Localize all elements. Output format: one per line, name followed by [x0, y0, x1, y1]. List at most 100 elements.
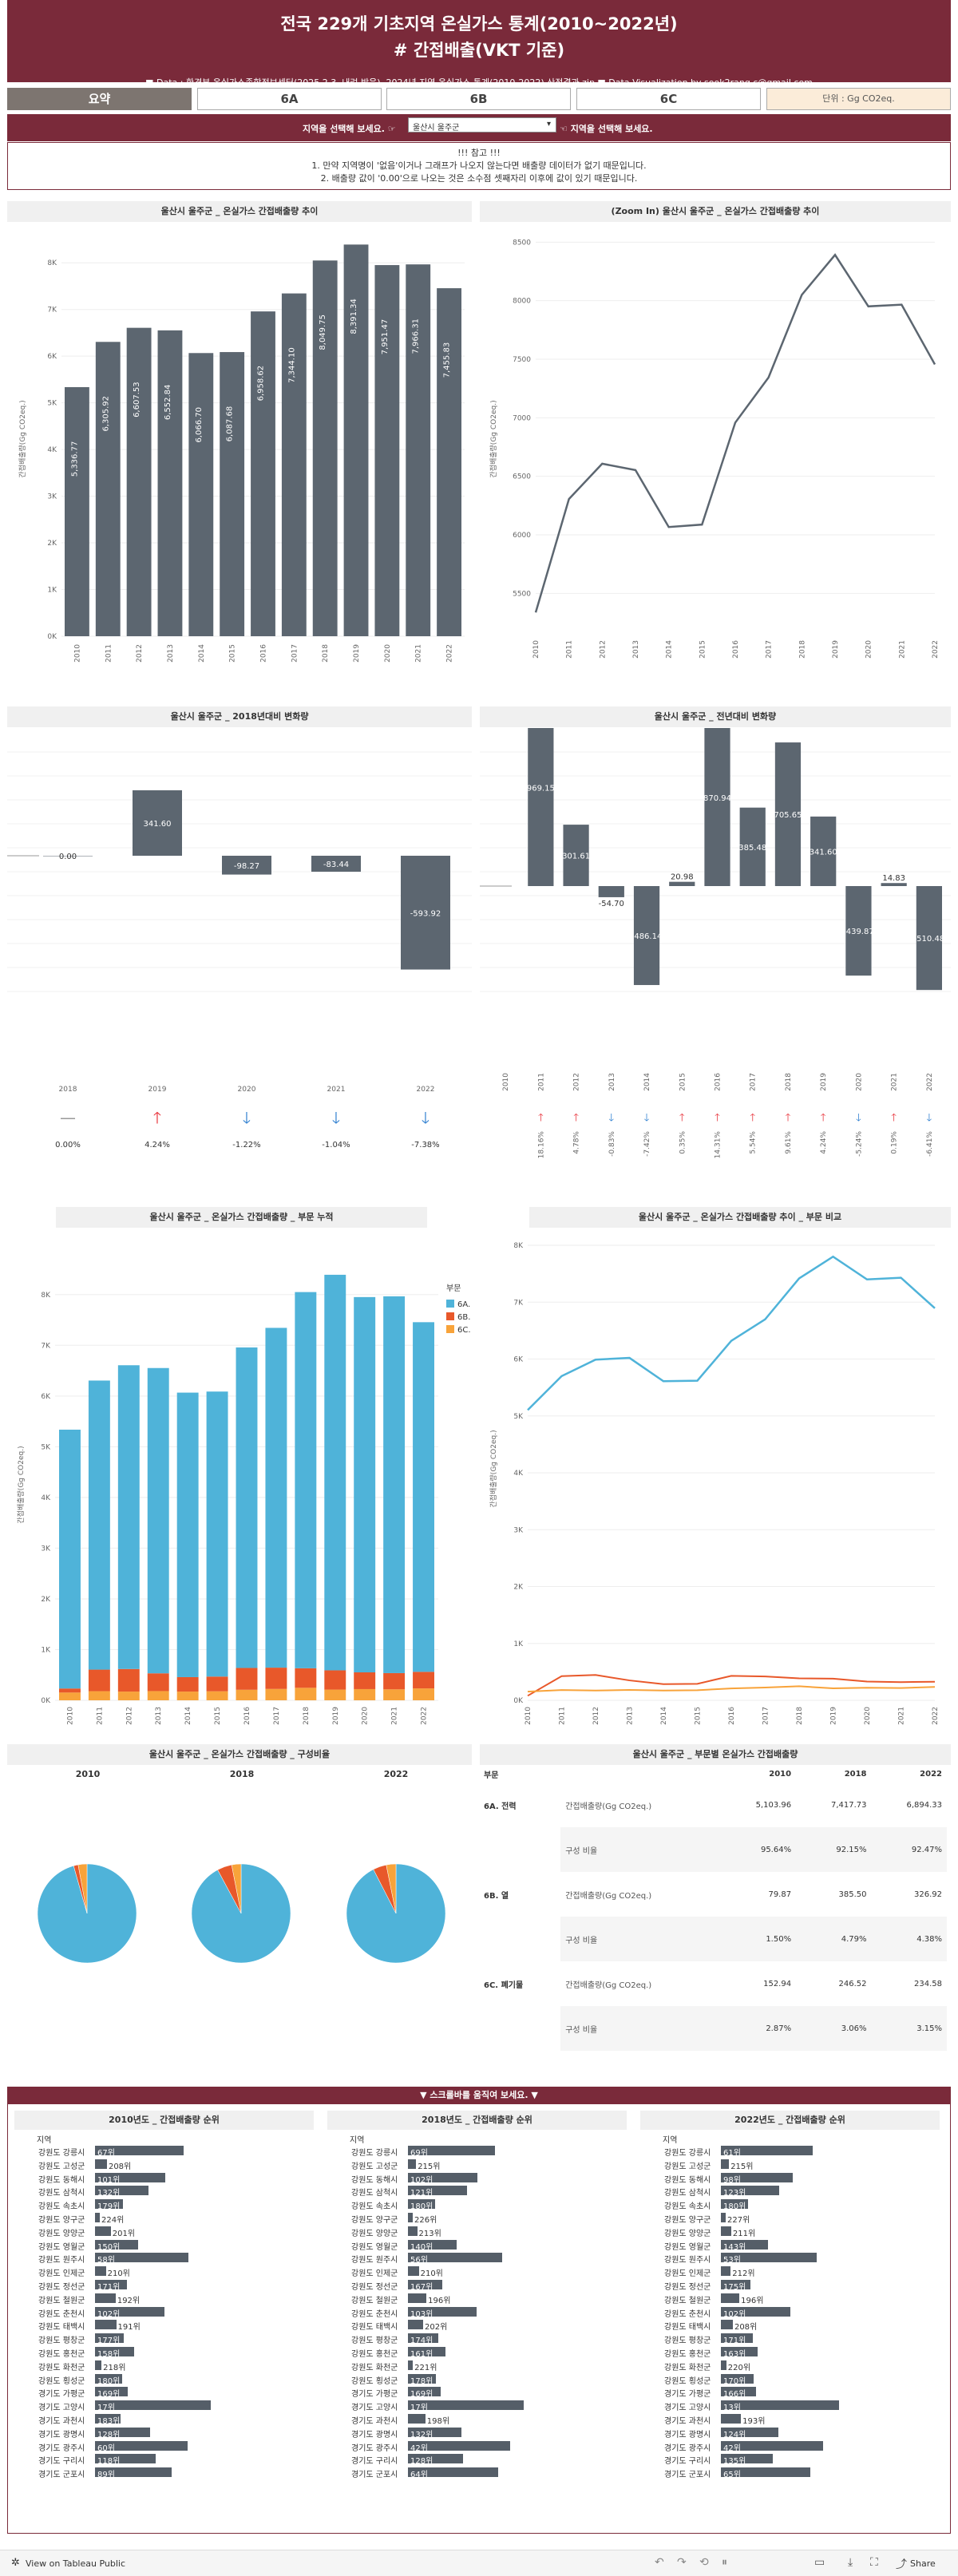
table-cell: [479, 1827, 560, 1872]
tab-summary[interactable]: 요약: [7, 88, 192, 110]
ranking-row: 경기도 가평군 166위: [640, 2385, 940, 2399]
table-cell: 385.50: [796, 1872, 872, 1917]
table-cell: [479, 1917, 560, 1961]
rank-bar: [721, 2293, 740, 2303]
arrow-icon: 🡑: [821, 1112, 826, 1124]
region-select-value: 울산시 울주군: [413, 124, 460, 133]
pause-icon[interactable]: ⏸: [722, 2556, 727, 2569]
rank-bar: [408, 2239, 457, 2250]
stack-segment: [413, 1672, 434, 1689]
rank-bar: [95, 2293, 116, 2303]
stack-segment: [88, 1380, 110, 1670]
bar-value-label: 870.94: [703, 794, 731, 803]
rank-bar: [721, 2146, 813, 2155]
stack-segment: [147, 1673, 169, 1692]
bar: [916, 886, 942, 991]
ranking-row: 강원도 홍천군 158위: [14, 2345, 314, 2359]
legend-label: 6A. 전력: [457, 1300, 472, 1309]
stack-segment: [117, 1668, 140, 1692]
rank-bar: [408, 2373, 437, 2384]
bar: [220, 352, 245, 636]
bar-value-label: 6,087.68: [226, 406, 235, 442]
rank-bar: [721, 2320, 733, 2330]
pct-label: 4.24%: [144, 1141, 170, 1150]
region-name: 강원도 철원군: [664, 2296, 711, 2305]
bar-value-label: 7,951.47: [381, 319, 390, 355]
rank-bar: [408, 2467, 498, 2478]
revert-icon[interactable]: ⟲: [699, 2556, 709, 2569]
region-select[interactable]: 울산시 울주군 ▾: [408, 117, 556, 133]
rank-value: 192위: [117, 2296, 141, 2305]
x-tick-label: 2012: [599, 640, 607, 659]
stack-segment: [265, 1668, 287, 1689]
table-row: 구성 비율 2.87% 3.06% 3.15%: [479, 2006, 947, 2051]
table-row: 6A. 전력 간접배출량(Gg CO2eq.) 5,103.96 7,417.73 6,…: [479, 1783, 947, 1827]
stack-segment: [354, 1688, 376, 1700]
region-name: 경기도 구리시: [38, 2457, 85, 2467]
column-header: 2018: [844, 1769, 867, 1779]
bar-value-label: 8,049.75: [319, 315, 327, 350]
region-name: 강원도 홍천군: [38, 2349, 85, 2359]
rank-bar: [408, 2159, 417, 2169]
stack-segment: [324, 1689, 346, 1700]
ranking-panel[interactable]: 2010년도 _ 간접배출량 순위 지역 강원도 강릉시 67위 강원도 고성군 208위…: [7, 2104, 951, 2534]
tab-6c[interactable]: 6C: [576, 88, 761, 110]
table-cell: 구성 비율: [560, 1917, 721, 1961]
tab-6a[interactable]: 6A: [197, 88, 382, 110]
rank-bar: [721, 2266, 731, 2277]
rank-bar: [95, 2186, 148, 2196]
download-icon[interactable]: ⤓: [848, 2556, 853, 2569]
fullscreen-icon[interactable]: ⛶: [870, 2556, 878, 2569]
rank-value: 191위: [117, 2323, 141, 2333]
y-tick-label: 6500: [513, 473, 531, 481]
ranking-row: 강원도 태백시 191위: [14, 2318, 314, 2332]
tableau-icon: ✲: [11, 2557, 20, 2569]
region-name: 경기도 광명시: [664, 2430, 711, 2439]
chart1-title: 울산시 울주군 _ 온실가스 간접배출량 추이: [7, 201, 472, 222]
arrow-icon: 🡑: [679, 1112, 685, 1124]
bar: [251, 311, 275, 636]
rank-value: 161위: [410, 2349, 433, 2359]
arrow-icon: 🡓: [608, 1112, 614, 1124]
undo-icon[interactable]: ↶: [655, 2556, 664, 2569]
bar-value-label: 6,958.62: [257, 366, 266, 402]
x-tick-label: 2012: [573, 1073, 581, 1091]
region-name: 경기도 과천시: [38, 2416, 85, 2426]
x-tick-label: 2010: [532, 640, 540, 659]
y-tick-label: 1K: [47, 587, 57, 595]
stack-segment: [59, 1692, 81, 1700]
rank-value: 212위: [732, 2269, 755, 2279]
pie-year-2018: 2018: [229, 1769, 255, 1779]
stack-segment: [88, 1669, 110, 1692]
rank-value: 60위: [97, 2443, 115, 2453]
total-bar-chart: 0K 1K 2K 3K 4K 5K 6K 7K 8K 5,336.77 2010 6,305.92 20…: [18, 244, 465, 663]
select-prompt-2: ☜ 지역을 선택해 보세요.: [560, 124, 653, 134]
x-tick-label: 2019: [332, 1707, 340, 1725]
y-tick-label: 7K: [41, 1342, 51, 1350]
stack-segment: [236, 1668, 258, 1690]
ranking-row: 경기도 고양시 13위: [640, 2399, 940, 2412]
ranking-row: 강원도 영월군 140위: [327, 2238, 627, 2252]
region-name: 강원도 속초시: [664, 2202, 711, 2212]
sector-stacked-chart: 0K 1K 2K 3K 4K 5K 6K 7K 8K 2010 2011 2012 2013 2014 20…: [16, 1274, 472, 1725]
device-icon[interactable]: ▭: [814, 2556, 825, 2569]
region-name: 강원도 고성군: [38, 2162, 85, 2171]
ranking-row: 경기도 광명시 128위: [14, 2426, 314, 2439]
tableau-public-link[interactable]: View on Tableau Public: [26, 2558, 126, 2569]
bar-value-label: 7,344.10: [287, 347, 296, 383]
arrow-icon: 🡓: [856, 1112, 861, 1124]
rank-value: 123위: [723, 2189, 746, 2198]
rank-bar: [721, 2253, 817, 2263]
tab-6b[interactable]: 6B: [386, 88, 571, 110]
rank-value: 220위: [727, 2363, 751, 2372]
redo-icon[interactable]: ↷: [677, 2556, 687, 2569]
arrow-icon: 🡓: [422, 1108, 430, 1127]
region-name: 경기도 과천시: [664, 2416, 711, 2426]
arrow-icon: 🡓: [243, 1108, 251, 1127]
share-button[interactable]: Share: [910, 2558, 936, 2569]
table-row: 구성 비율 1.50% 4.79% 4.38%: [479, 1917, 947, 1961]
region-name: 경기도 가평군: [38, 2390, 85, 2400]
x-tick-label: 2017: [766, 640, 774, 659]
chart7-title: 울산시 울주군 _ 온실가스 간접배출량 _ 구성비율: [7, 1744, 472, 1765]
rank-bar: [721, 2172, 793, 2182]
